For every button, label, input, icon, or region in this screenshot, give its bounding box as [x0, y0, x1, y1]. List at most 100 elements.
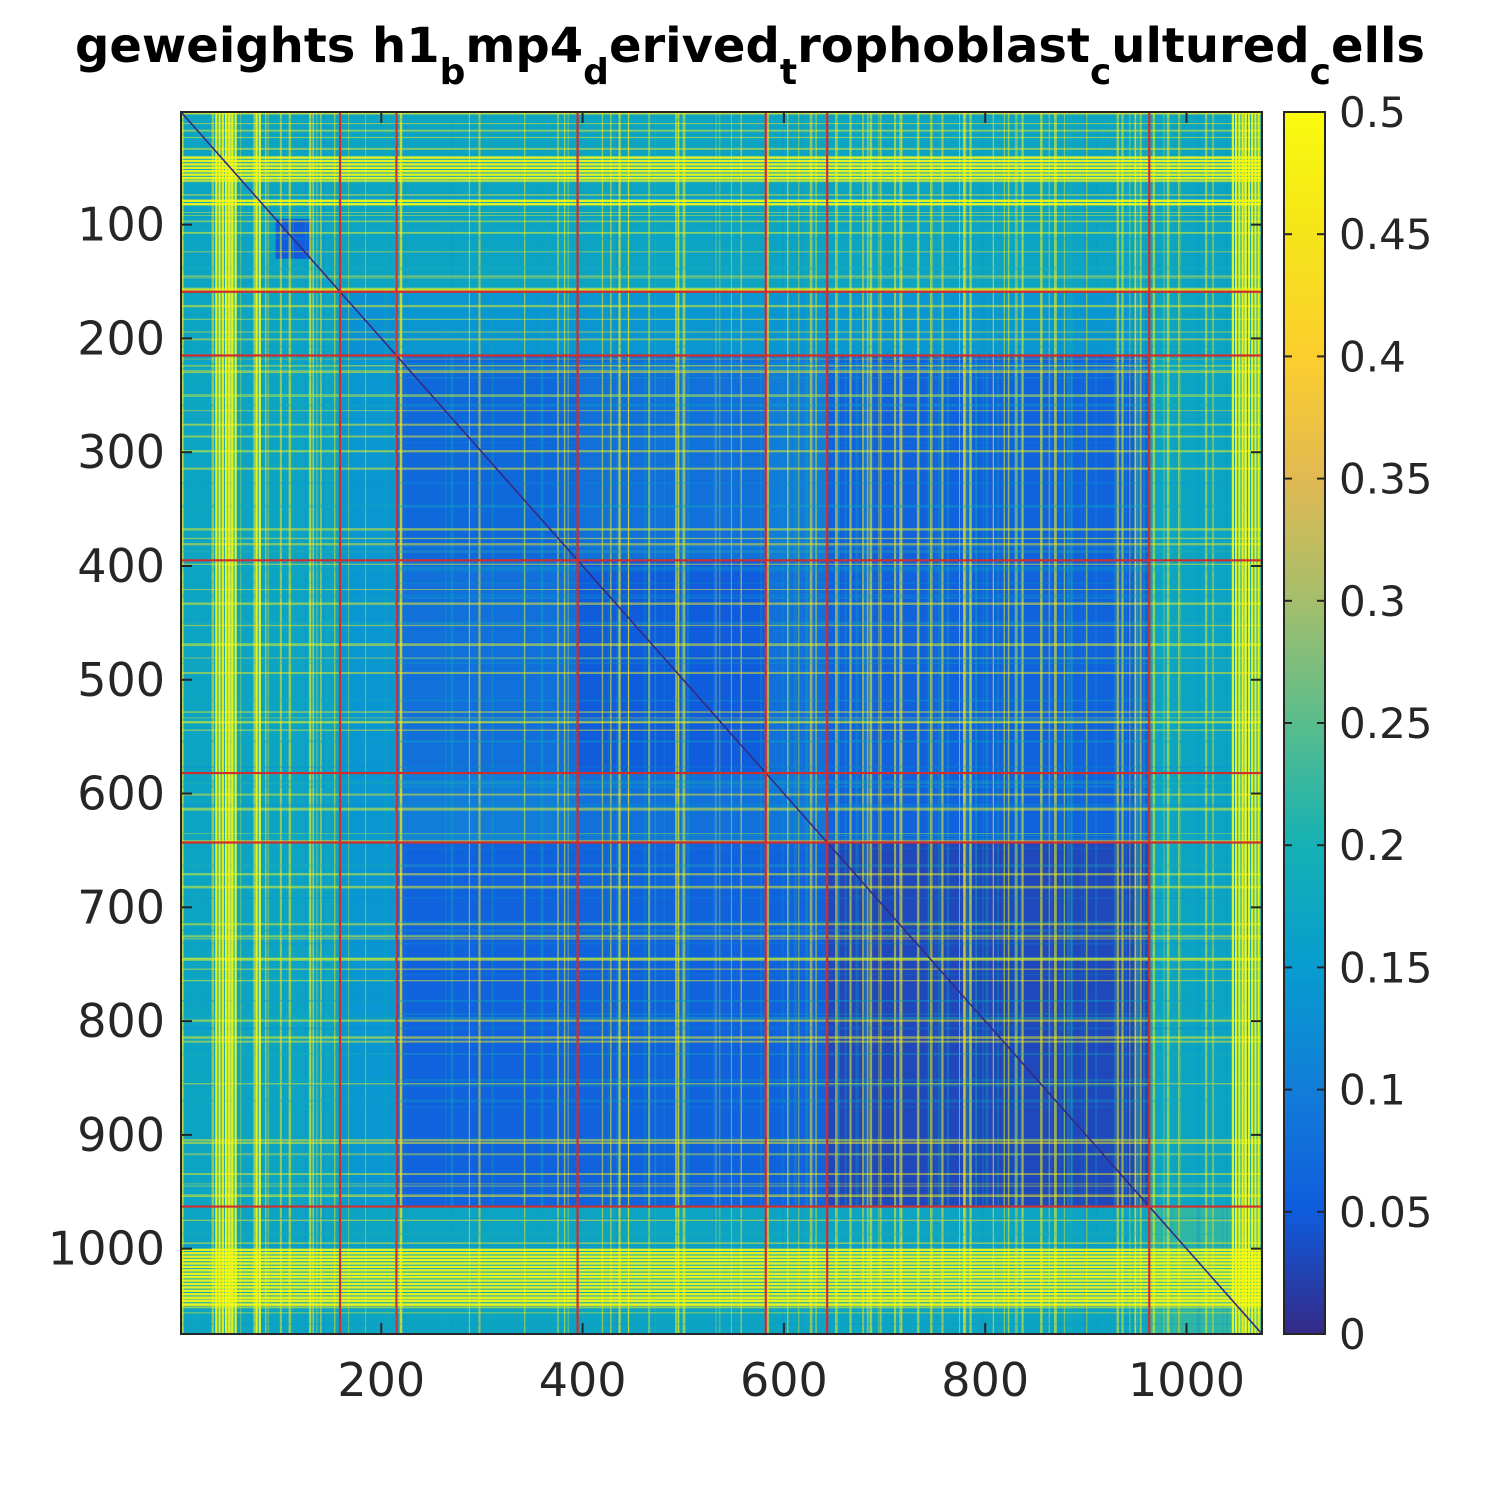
heatmap-row-streak [181, 403, 1262, 407]
heatmap-row-streak [181, 1153, 1262, 1156]
heatmap-row-streak [181, 528, 1262, 531]
heatmap-row-streak [181, 840, 1262, 843]
high-value-row [181, 156, 1262, 159]
heatmap-row-streak [181, 362, 1262, 366]
title-segment: ultured [1111, 18, 1309, 74]
heatmap-row-streak [181, 1153, 1262, 1155]
heatmap-row-streak [181, 1139, 1262, 1142]
heatmap-row-streak [181, 671, 1262, 673]
heatmap-row-streak [181, 1232, 1262, 1236]
heatmap-row-streak [181, 161, 1262, 164]
heatmap-row-streak [181, 365, 1262, 367]
heatmap-row-streak [181, 740, 1262, 743]
heatmap-row-streak [181, 435, 1262, 438]
heatmap-row-streak [181, 1274, 1262, 1276]
heatmap-block [765, 560, 828, 774]
heatmap-row-streak [181, 136, 1262, 139]
heatmap-row-streak [181, 740, 1262, 743]
heatmap-row-streak [181, 897, 1262, 899]
heatmap-row-streak [181, 482, 1262, 484]
heatmap-row-streak [181, 1083, 1262, 1085]
heatmap-row-streak [181, 1312, 1262, 1314]
chart-title-text: geweights h1bmp4derivedtrophoblastcultur… [75, 18, 1425, 93]
heatmap-block [396, 291, 578, 356]
heatmap-row-streak [181, 345, 1262, 348]
colorbar: 0 0.05 0.1 0.15 0.2 0.25 0.3 0.35 0.4 0.45 0.5 [1283, 88, 1433, 1359]
high-value-column [1244, 112, 1247, 1334]
heatmap-row-streak [181, 847, 1262, 849]
high-value-column [1231, 112, 1235, 1334]
heatmap-row-streak [181, 118, 1262, 122]
heatmap-cells [181, 112, 1262, 1334]
high-value-column [221, 112, 224, 1334]
heatmap-row-streak [181, 251, 1262, 253]
y-tick-label: 500 [77, 653, 165, 707]
heatmap-row-streak [181, 1141, 1262, 1145]
heatmap-row-streak [181, 545, 1262, 548]
x-tick-label: 200 [337, 1353, 425, 1407]
high-value-row [181, 159, 1262, 163]
colorbar-tick-label: 0.2 [1339, 821, 1406, 870]
heatmap-row-streak [181, 215, 1262, 216]
heatmap-row-streak [181, 1242, 1262, 1244]
chart-title: geweights h1bmp4derivedtrophoblastcultur… [75, 18, 1425, 93]
heatmap-row-streak [181, 980, 1262, 982]
heatmap-row-streak [181, 1016, 1262, 1020]
heatmap-row-streak [181, 331, 1262, 333]
high-value-row [181, 176, 1262, 180]
heatmap-row-streak [181, 277, 1262, 279]
heatmap-row-streak [181, 1173, 1262, 1176]
heatmap-row-streak [181, 506, 1262, 508]
heatmap-row-streak [181, 672, 1262, 674]
y-tick-label: 900 [77, 1108, 165, 1162]
high-value-column [1247, 112, 1251, 1334]
heatmap-row-streak [181, 1219, 1262, 1222]
y-tick-label: 200 [77, 311, 165, 365]
heatmap-row-streak [181, 974, 1262, 976]
heatmap-row-streak [181, 358, 1262, 360]
heatmap-row-streak [181, 194, 1262, 196]
heatmap-row-streak [181, 231, 1262, 234]
high-value-row [181, 1296, 1262, 1299]
title-segment: mp4 [465, 18, 583, 74]
heatmap-row-streak [181, 717, 1262, 719]
heatmap-row-streak [181, 370, 1262, 374]
heatmap-row-streak [181, 938, 1262, 940]
high-value-column [224, 112, 228, 1334]
heatmap-row-streak [181, 467, 1262, 470]
heatmap-row-streak [181, 179, 1262, 182]
heatmap-row-streak [181, 662, 1262, 664]
heatmap-block [765, 291, 828, 356]
heatmap-block [765, 355, 828, 561]
heatmap-row-streak [181, 923, 1262, 926]
heatmap-row-streak [181, 968, 1262, 970]
heatmap-row-streak [181, 766, 1262, 768]
high-value-row [181, 1289, 1262, 1293]
high-value-column [234, 112, 237, 1334]
heatmap-row-streak [181, 376, 1262, 379]
heatmap-row-streak [181, 1017, 1262, 1019]
high-value-column [1238, 112, 1241, 1334]
x-tick-label: 1000 [1128, 1353, 1245, 1407]
high-value-row [181, 166, 1262, 170]
heatmap-row-streak [181, 1308, 1262, 1310]
heatmap-row-streak [181, 394, 1262, 397]
heatmap-row-streak [181, 1284, 1262, 1288]
heatmap-row-streak [181, 1245, 1262, 1246]
heatmap-row-streak [181, 1053, 1262, 1056]
heatmap-row-streak [181, 122, 1262, 125]
high-value-column [258, 112, 261, 1334]
colorbar-tick-label: 0.35 [1339, 455, 1433, 504]
heatmap-row-streak [181, 885, 1262, 889]
high-value-column [1254, 112, 1257, 1334]
heatmap-row-streak [181, 803, 1262, 806]
heatmap-block [340, 560, 397, 774]
heatmap-row-streak [181, 394, 1262, 397]
heatmap-row-streak [181, 112, 1262, 114]
heatmap-row-streak [181, 569, 1262, 572]
cluster-boundaries [181, 112, 1262, 1334]
heatmap-row-streak [181, 1027, 1262, 1030]
heatmap-block [577, 842, 766, 1207]
heatmap-row-streak [181, 834, 1262, 837]
heatmap-row-streak [181, 543, 1262, 546]
